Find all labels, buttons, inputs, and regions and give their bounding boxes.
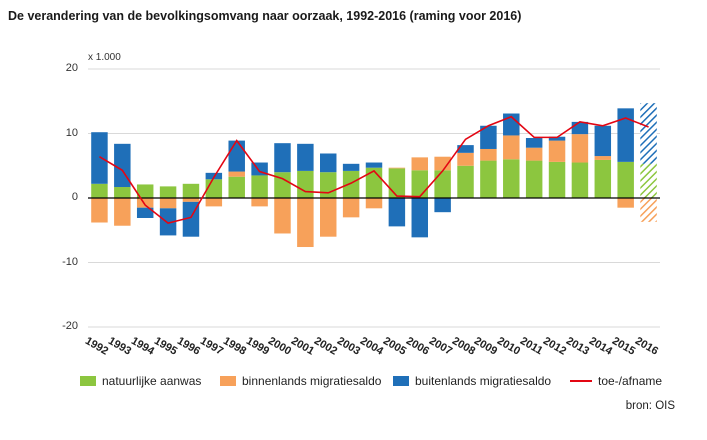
bar-natuurlijke-aanwas-2002: [320, 172, 337, 198]
bar-binnenlands-migratiesaldo-2000: [274, 198, 291, 234]
bar-buitenlands-migratiesaldo-2001: [297, 143, 314, 171]
bar-binnenlands-migratiesaldo-1995: [159, 198, 177, 209]
bar-buitenlands-migratiesaldo-2004: [365, 162, 383, 168]
y-tick-label: 20: [65, 62, 78, 74]
bar-natuurlijke-aanwas-2005: [388, 168, 406, 198]
legend-label: binnenlands migratiesaldo: [242, 374, 382, 388]
bar-marks: [91, 103, 657, 248]
bar-buitenlands-migratiesaldo-2007: [434, 198, 451, 213]
legend-label: natuurlijke aanwas: [102, 374, 202, 388]
y-tick-label: -20: [62, 320, 78, 332]
bar-binnenlands-migratiesaldo-1994: [136, 198, 154, 208]
bar-natuurlijke-aanwas-1992: [91, 183, 108, 198]
bar-binnenlands-migratiesaldo-1998: [228, 171, 245, 177]
bar-binnenlands-migratiesaldo-2005: [388, 167, 406, 169]
bar-binnenlands-migratiesaldo-1996: [182, 198, 200, 202]
bar-buitenlands-migratiesaldo-2015: [617, 108, 634, 162]
bar-natuurlijke-aanwas-1994: [136, 184, 154, 198]
bar-buitenlands-migratiesaldo-1995: [159, 208, 177, 236]
bar-natuurlijke-aanwas-1993: [114, 187, 131, 198]
bar-natuurlijke-aanwas-2015: [617, 161, 634, 198]
bar-binnenlands-migratiesaldo-2001: [297, 198, 314, 248]
bar-buitenlands-migratiesaldo-2014: [594, 125, 612, 157]
bar-buitenlands-migratiesaldo-2003: [342, 163, 360, 171]
bar-buitenlands-migratiesaldo-2009: [480, 125, 497, 149]
bar-binnenlands-migratiesaldo-2002: [320, 198, 337, 237]
total-line: [99, 115, 649, 225]
bar-natuurlijke-aanwas-1998: [228, 176, 245, 198]
bar-natuurlijke-aanwas-2009: [480, 160, 497, 198]
bar-buitenlands-migratiesaldo-2006: [411, 198, 428, 238]
y-tick-label: -10: [62, 255, 78, 268]
y-tick-label: 10: [65, 126, 78, 139]
bar-natuurlijke-aanwas-2008: [457, 165, 474, 198]
y-tick-label: 0: [71, 191, 78, 203]
bar-natuurlijke-aanwas-2004: [365, 167, 383, 198]
bar-natuurlijke-aanwas-2007: [434, 170, 451, 198]
source-note: bron: OIS: [625, 400, 675, 412]
bar-buitenlands-migratiesaldo-1992: [91, 132, 108, 184]
bar-natuurlijke-aanwas-2012: [548, 161, 566, 198]
total-change-line: [99, 115, 649, 225]
bar-buitenlands-migratiesaldo-1994: [136, 207, 154, 218]
bar-binnenlands-migratiesaldo-2015: [617, 198, 634, 208]
bar-buitenlands-migratiesaldo-2005: [388, 198, 406, 227]
bar-binnenlands-migratiesaldo-2010: [503, 135, 520, 160]
bar-binnenlands-migratiesaldo-2013: [571, 134, 589, 163]
legend-swatch-blue: [393, 376, 409, 386]
legend-item-toe-afname: toe-/afname: [570, 374, 662, 388]
bar-natuurlijke-aanwas-2010: [503, 159, 520, 198]
legend-item-buitenlands-migratiesaldo: buitenlands migratiesaldo: [393, 374, 551, 388]
legend-item-natuurlijke-aanwas: natuurlijke aanwas: [80, 374, 201, 388]
bar-binnenlands-migratiesaldo-2016: [640, 198, 657, 222]
bar-binnenlands-migratiesaldo-1993: [114, 198, 131, 226]
legend-swatch-green: [80, 376, 96, 386]
bar-buitenlands-migratiesaldo-1998: [228, 140, 245, 172]
bar-binnenlands-migratiesaldo-2011: [525, 147, 543, 161]
bar-natuurlijke-aanwas-2013: [571, 162, 589, 198]
bar-buitenlands-migratiesaldo-2011: [525, 138, 543, 148]
bar-buitenlands-migratiesaldo-2012: [548, 136, 566, 141]
bar-natuurlijke-aanwas-2000: [274, 172, 291, 198]
bar-buitenlands-migratiesaldo-2002: [320, 153, 337, 173]
bar-natuurlijke-aanwas-2006: [411, 170, 428, 198]
bar-binnenlands-migratiesaldo-2004: [365, 198, 383, 209]
bar-natuurlijke-aanwas-2003: [342, 170, 360, 198]
bar-binnenlands-migratiesaldo-1992: [91, 198, 108, 223]
bar-binnenlands-migratiesaldo-2003: [342, 198, 360, 218]
bar-natuurlijke-aanwas-2016: [640, 163, 657, 198]
bar-binnenlands-migratiesaldo-2007: [434, 156, 451, 171]
legend-label: buitenlands migratiesaldo: [415, 374, 552, 388]
bar-natuurlijke-aanwas-2014: [594, 159, 612, 198]
bar-binnenlands-migratiesaldo-1999: [251, 198, 268, 207]
bar-buitenlands-migratiesaldo-2008: [457, 145, 474, 153]
bar-natuurlijke-aanwas-1995: [159, 186, 177, 198]
bar-binnenlands-migratiesaldo-1997: [205, 198, 223, 207]
bar-buitenlands-migratiesaldo-1993: [114, 143, 131, 188]
legend-swatch-orange: [220, 376, 236, 386]
bar-natuurlijke-aanwas-1996: [182, 183, 200, 198]
bar-buitenlands-migratiesaldo-2013: [571, 121, 589, 135]
legend-label: toe-/afname: [598, 374, 663, 388]
grid-lines: [88, 68, 660, 328]
legend-item-binnenlands-migratiesaldo: binnenlands migratiesaldo: [220, 374, 381, 388]
legend: natuurlijke aanwas binnenlands migraties…: [0, 374, 707, 392]
bar-binnenlands-migratiesaldo-2006: [411, 157, 428, 171]
bar-binnenlands-migratiesaldo-2014: [594, 156, 612, 160]
bar-binnenlands-migratiesaldo-2012: [548, 140, 566, 162]
bar-buitenlands-migratiesaldo-2000: [274, 143, 291, 173]
bar-natuurlijke-aanwas-2001: [297, 170, 314, 198]
legend-swatch-red-line: [570, 380, 592, 382]
bar-binnenlands-migratiesaldo-2009: [480, 148, 497, 161]
y-axis-unit: x 1.000: [88, 52, 121, 63]
bar-buitenlands-migratiesaldo-2016: [640, 103, 657, 164]
bar-binnenlands-migratiesaldo-2008: [457, 152, 474, 166]
bar-natuurlijke-aanwas-2011: [525, 160, 543, 198]
bar-natuurlijke-aanwas-1999: [251, 175, 268, 198]
chart-title: De verandering van de bevolkingsomvang n…: [8, 9, 522, 23]
